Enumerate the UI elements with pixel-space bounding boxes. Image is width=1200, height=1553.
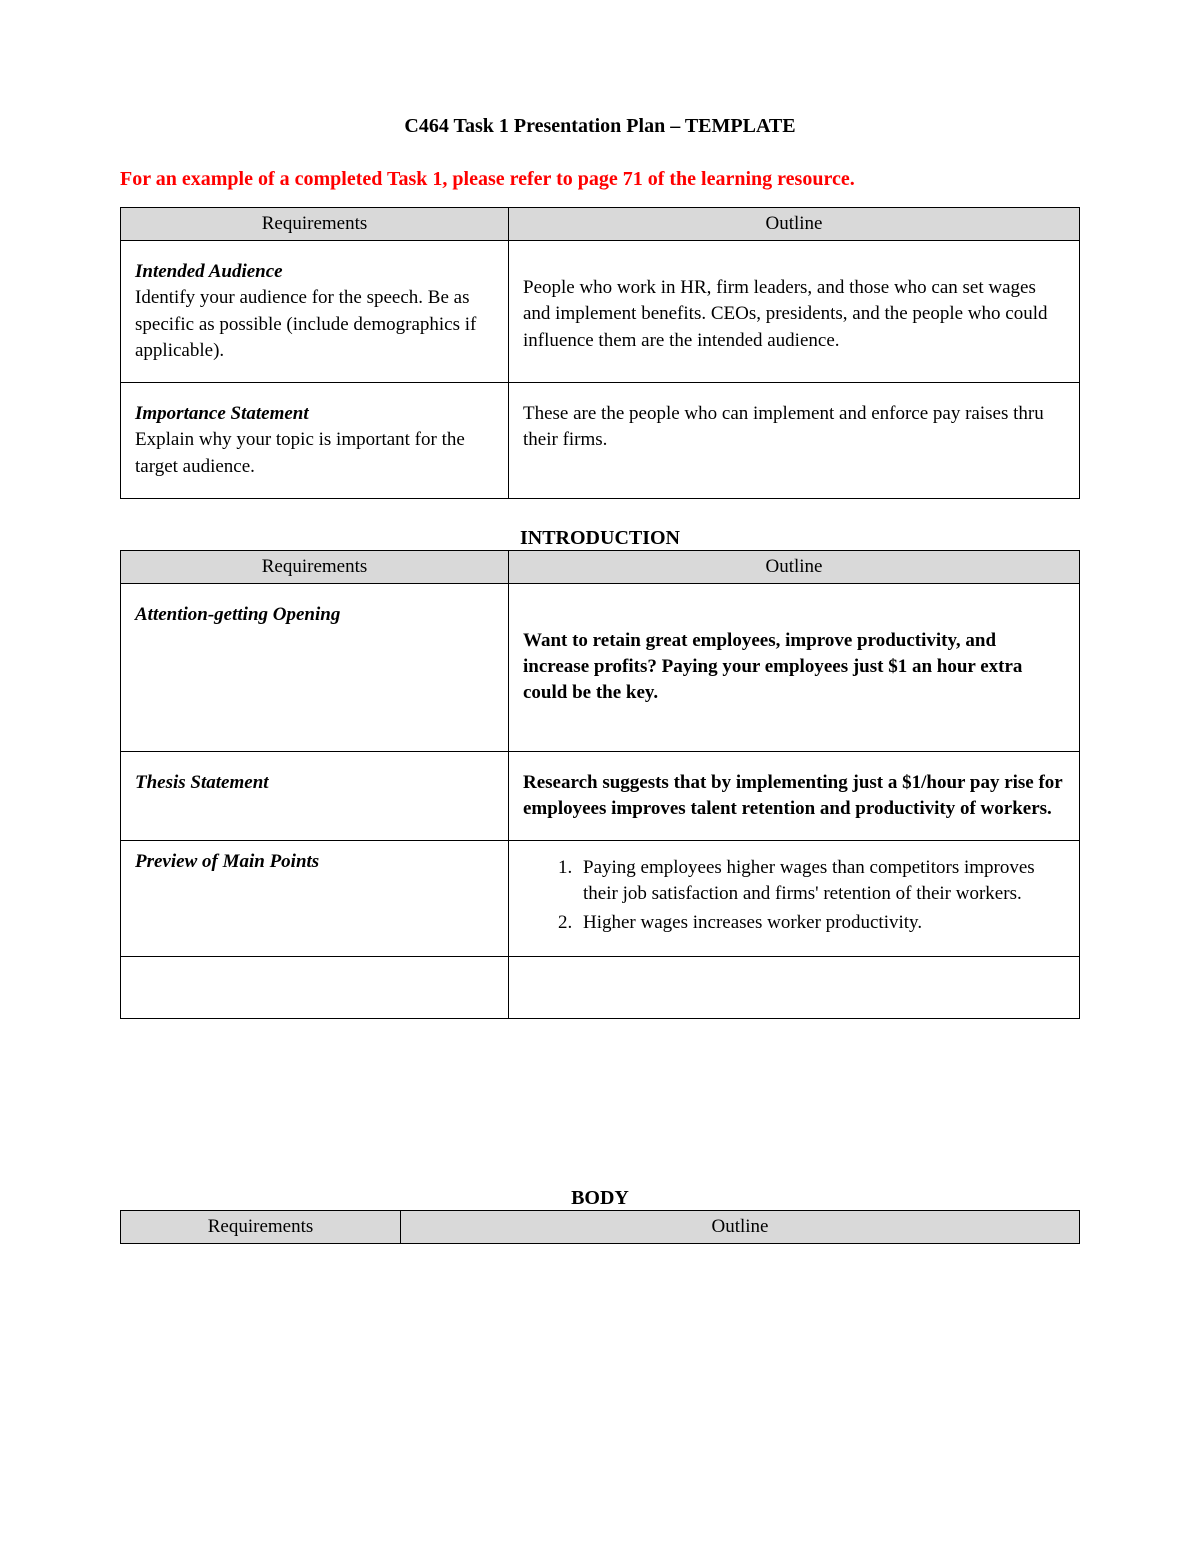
req-title: Intended Audience	[135, 259, 492, 285]
requirements-cell: Thesis Statement	[121, 751, 509, 840]
req-title: Attention-getting Opening	[135, 602, 492, 628]
requirements-cell: Attention-getting Opening	[121, 583, 509, 751]
col-requirements: Requirements	[121, 208, 509, 241]
col-requirements: Requirements	[121, 550, 509, 583]
body-heading: BODY	[120, 1187, 1080, 1210]
list-item: Higher wages increases worker productivi…	[577, 910, 1063, 936]
table-row: Thesis Statement Research suggests that …	[121, 751, 1080, 840]
table-row: Attention-getting Opening Want to retain…	[121, 583, 1080, 751]
introduction-heading: INTRODUCTION	[120, 527, 1080, 550]
requirements-cell: Intended Audience Identify your audience…	[121, 241, 509, 383]
req-desc: Identify your audience for the speech. B…	[135, 285, 492, 364]
empty-cell	[509, 956, 1080, 1018]
req-title: Importance Statement	[135, 401, 492, 427]
table-row: Preview of Main Points Paying employees …	[121, 841, 1080, 957]
table-row: Importance Statement Explain why your to…	[121, 383, 1080, 499]
outline-cell: Paying employees higher wages than compe…	[509, 841, 1080, 957]
req-title: Preview of Main Points	[135, 849, 492, 875]
empty-cell	[121, 956, 509, 1018]
col-outline: Outline	[509, 550, 1080, 583]
requirements-cell: Preview of Main Points	[121, 841, 509, 957]
body-table: Requirements Outline	[120, 1210, 1080, 1244]
subtitle-note: For an example of a completed Task 1, pl…	[120, 168, 1080, 191]
req-title: Thesis Statement	[135, 770, 492, 796]
introduction-table: Requirements Outline Attention-getting O…	[120, 550, 1080, 1019]
outline-cell: These are the people who can implement a…	[509, 383, 1080, 499]
outline-text: Want to retain great employees, improve …	[523, 628, 1063, 707]
outline-cell: Want to retain great employees, improve …	[509, 583, 1080, 751]
col-outline: Outline	[401, 1210, 1080, 1243]
table-header-row: Requirements Outline	[121, 1210, 1080, 1243]
table-row: Intended Audience Identify your audience…	[121, 241, 1080, 383]
requirements-cell: Importance Statement Explain why your to…	[121, 383, 509, 499]
main-points-list: Paying employees higher wages than compe…	[523, 855, 1063, 936]
table-row	[121, 956, 1080, 1018]
list-item: Paying employees higher wages than compe…	[577, 855, 1063, 907]
outline-cell: People who work in HR, firm leaders, and…	[509, 241, 1080, 383]
outline-text: Research suggests that by implementing j…	[523, 770, 1063, 822]
col-requirements: Requirements	[121, 1210, 401, 1243]
page-title: C464 Task 1 Presentation Plan – TEMPLATE	[120, 115, 1080, 138]
table-header-row: Requirements Outline	[121, 208, 1080, 241]
table-header-row: Requirements Outline	[121, 550, 1080, 583]
audience-table: Requirements Outline Intended Audience I…	[120, 207, 1080, 499]
outline-cell: Research suggests that by implementing j…	[509, 751, 1080, 840]
req-desc: Explain why your topic is important for …	[135, 427, 492, 479]
col-outline: Outline	[509, 208, 1080, 241]
